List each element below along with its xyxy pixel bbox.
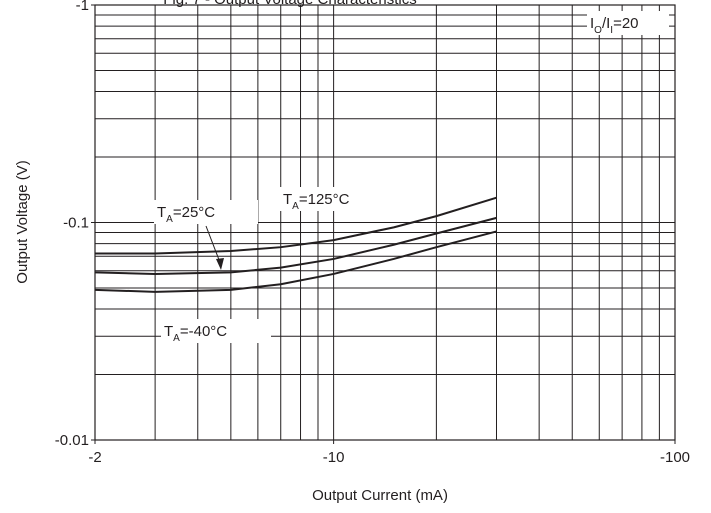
annotation-text: /I <box>602 15 610 32</box>
label-bg <box>161 319 271 343</box>
annotation-text: T <box>164 323 173 340</box>
annotation: TA=125°C <box>283 191 350 212</box>
annotation-text: =-40°C <box>180 323 227 340</box>
annotation-text: =20 <box>613 15 638 32</box>
arrow-head <box>216 258 224 270</box>
label-bg <box>154 200 258 224</box>
y-axis-label: Output Voltage (V) <box>14 160 31 283</box>
annotation-text: I <box>590 15 594 32</box>
x-tick-label: -2 <box>88 449 101 466</box>
x-tick-label: -10 <box>323 449 345 466</box>
annotation-text: =25°C <box>173 204 215 221</box>
label-bg <box>587 11 669 35</box>
y-tick-label: -1 <box>76 0 89 14</box>
annotation: IO/II=20 <box>590 15 639 36</box>
subscript: O <box>594 25 602 36</box>
annotation-text: =125°C <box>299 191 350 208</box>
subscript: A <box>166 214 173 225</box>
curve <box>94 230 497 293</box>
annotation: TA=25°C <box>157 204 215 225</box>
subscript: A <box>173 333 180 344</box>
arrow-line <box>205 225 222 266</box>
x-tick-label: -100 <box>660 449 690 466</box>
x-axis-label: Output Current (mA) <box>312 487 448 504</box>
y-tick-label: -0.01 <box>55 432 89 449</box>
annotation: TA=-40°C <box>164 323 227 344</box>
label-bg <box>280 187 378 211</box>
annotation-text: T <box>157 204 166 221</box>
subscript: I <box>610 25 613 36</box>
y-tick-label: -0.1 <box>63 215 89 232</box>
curve <box>95 196 497 255</box>
chart-title: Fig. 7 - Output Voltage Characteristics <box>163 0 416 8</box>
curve <box>94 216 497 275</box>
annotation-text: T <box>283 191 292 208</box>
subscript: A <box>292 201 299 212</box>
